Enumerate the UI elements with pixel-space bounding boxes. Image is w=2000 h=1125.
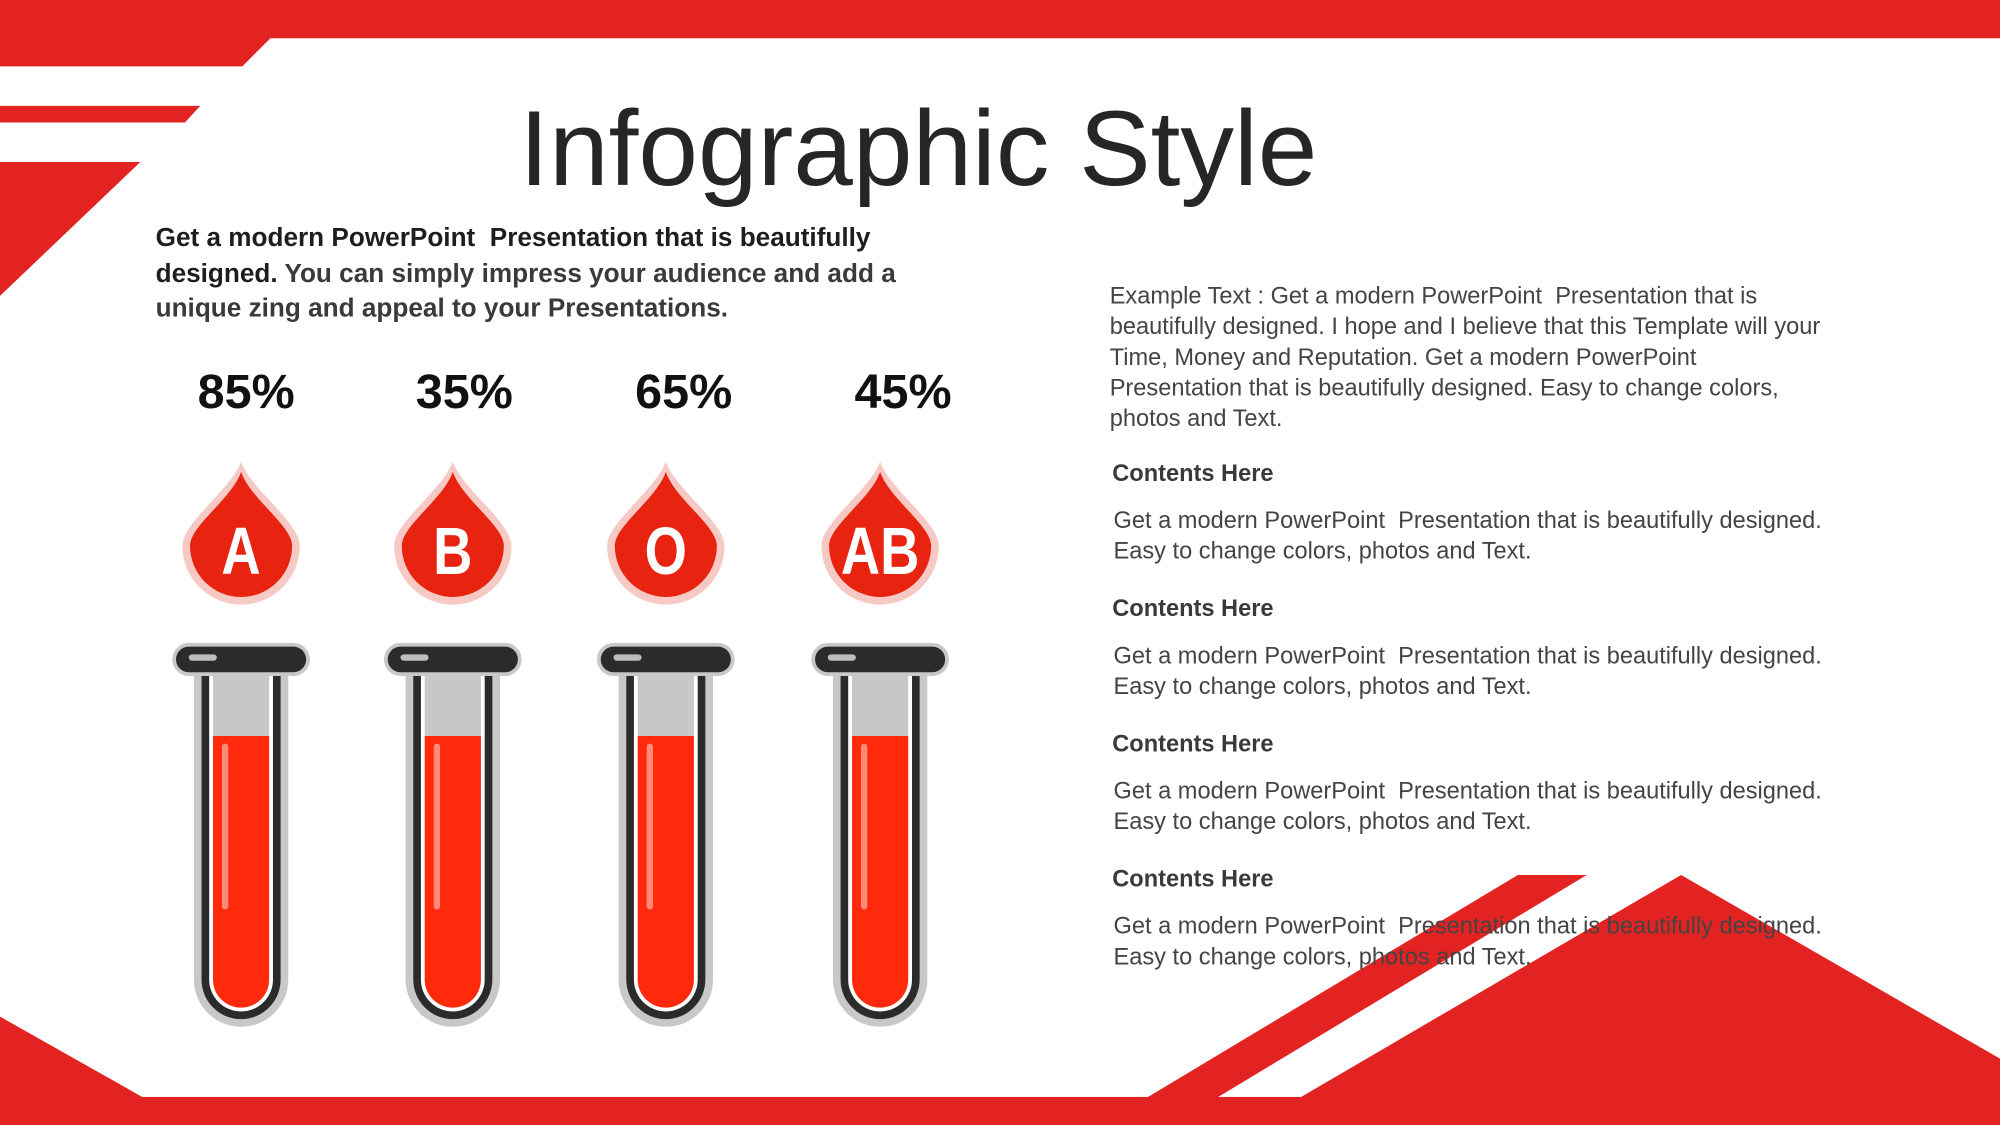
example-text: Time, Money and Reputation. Get a modern… — [1109, 343, 1697, 370]
drop — [829, 471, 932, 597]
percent-label: 45% — [854, 366, 952, 420]
intro-rest: You can simply impress your audience and… — [155, 258, 904, 323]
section-text: Easy to change colors, photos and Text. — [1113, 536, 1532, 564]
section-text: Get a modern PowerPoint Presentation tha… — [1113, 776, 1822, 804]
section-text: Easy to change colors, photos and Text. — [1113, 942, 1532, 970]
blood — [637, 735, 694, 1008]
blood-type: AB — [841, 514, 920, 588]
highlight — [433, 743, 441, 910]
blood — [852, 735, 909, 1008]
percent-label: 85% — [197, 366, 295, 420]
cap — [387, 646, 518, 673]
cap-shine — [827, 654, 856, 661]
illustrations: A B O AB — [172, 461, 949, 1027]
example-text: photos and Text. — [1109, 404, 1283, 432]
decor — [1147, 874, 1587, 1097]
example-text: beautifully designed. I hope and I belie… — [1109, 312, 1821, 340]
decor — [0, 1096, 2000, 1125]
cap-shine — [188, 654, 217, 661]
example-text: Example Text : Get a modern PowerPoint P… — [1109, 281, 1758, 309]
blood — [213, 735, 270, 1008]
section-text: Easy to change colors, photos and Text. — [1113, 807, 1532, 835]
section-text: Get a modern PowerPoint Presentation tha… — [1113, 641, 1822, 669]
decor — [0, 1016, 147, 1100]
section-text: Get a modern PowerPoint Presentation tha… — [1113, 911, 1822, 939]
decor — [0, 161, 141, 296]
section-heading: Contents Here — [1112, 864, 1274, 892]
cap — [815, 646, 946, 673]
cap-shine — [400, 654, 429, 661]
intro: Get a modern PowerPoint Presentation tha… — [156, 221, 972, 326]
cap-shine — [613, 654, 642, 661]
title: Infographic Style — [519, 88, 1318, 208]
highlight — [860, 743, 868, 910]
blood-type: A — [221, 514, 260, 588]
drop — [614, 471, 717, 597]
decor — [0, 105, 201, 123]
intro-strong: Get a modern PowerPoint Presentation tha… — [155, 223, 878, 288]
section-heading: Contents Here — [1112, 594, 1274, 622]
drop — [190, 471, 293, 597]
blood — [424, 735, 481, 1008]
percent-label: 35% — [415, 366, 513, 420]
section-text: Easy to change colors, photos and Text. — [1113, 672, 1532, 699]
section-text: Get a modern PowerPoint Presentation tha… — [1113, 506, 1822, 534]
drop — [401, 471, 504, 597]
blood-type: O — [645, 514, 687, 588]
decor — [1301, 874, 2000, 1097]
highlight — [646, 743, 654, 910]
percent-label: 65% — [635, 366, 733, 420]
cap — [176, 646, 307, 673]
decor — [0, 0, 2000, 67]
section-heading: Contents Here — [1112, 459, 1274, 486]
cap — [600, 646, 731, 673]
blood-type: B — [433, 514, 472, 588]
highlight — [221, 743, 229, 910]
example-text: Presentation that is beautifully designe… — [1109, 373, 1779, 401]
section-heading: Contents Here — [1112, 729, 1274, 757]
